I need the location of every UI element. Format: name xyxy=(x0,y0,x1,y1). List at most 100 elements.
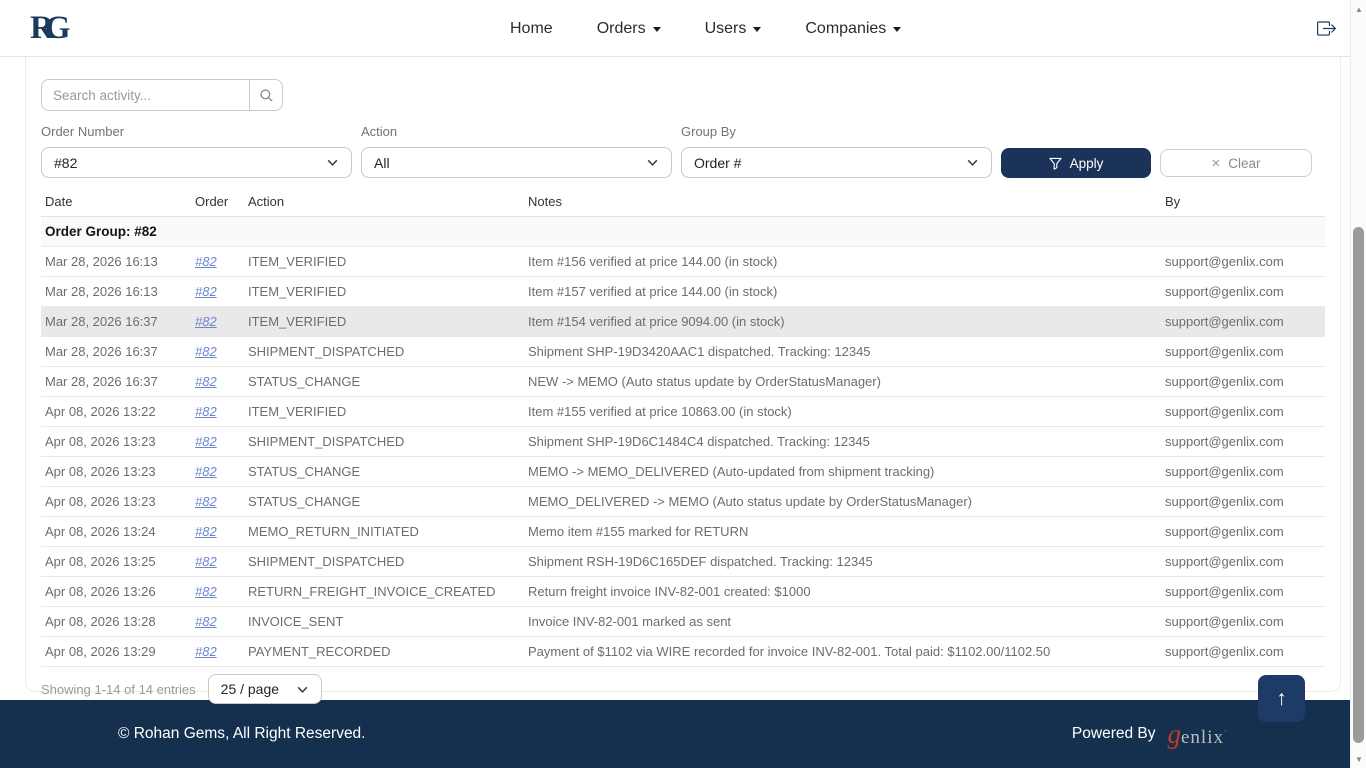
cell-notes: Item #157 verified at price 144.00 (in s… xyxy=(524,276,1161,307)
nav-orders-label: Orders xyxy=(596,19,646,37)
cell-by: support@genlix.com xyxy=(1161,336,1325,367)
cell-date: Mar 28, 2026 16:13 xyxy=(41,246,191,277)
group-by-label: Group By xyxy=(681,124,736,139)
cell-order: #82 xyxy=(191,276,244,307)
arrow-up-icon: ↑ xyxy=(1276,686,1287,710)
table-row[interactable]: Mar 28, 2026 16:37 #82 ITEM_VERIFIED Ite… xyxy=(41,306,1325,337)
order-link[interactable]: #82 xyxy=(195,614,217,629)
pagination-row: Showing 1-14 of 14 entries 25 / page xyxy=(41,674,1325,704)
order-link[interactable]: #82 xyxy=(195,644,217,659)
cell-date: Mar 28, 2026 16:13 xyxy=(41,276,191,307)
cell-notes: Return freight invoice INV-82-001 create… xyxy=(524,576,1161,607)
table-row[interactable]: Apr 08, 2026 13:25 #82 SHIPMENT_DISPATCH… xyxy=(41,546,1325,577)
page-scrollbar: ▲ ▼ xyxy=(1350,0,1366,768)
table-row[interactable]: Apr 08, 2026 13:23 #82 STATUS_CHANGE MEM… xyxy=(41,456,1325,487)
col-order: Order xyxy=(191,187,244,217)
table-row[interactable]: Mar 28, 2026 16:37 #82 STATUS_CHANGE NEW… xyxy=(41,366,1325,397)
genlix-logo-rest: enlix xyxy=(1181,726,1224,748)
order-link[interactable]: #82 xyxy=(195,374,217,389)
order-link[interactable]: #82 xyxy=(195,404,217,419)
cell-order: #82 xyxy=(191,306,244,337)
cell-notes: MEMO_DELIVERED -> MEMO (Auto status upda… xyxy=(524,486,1161,517)
order-link[interactable]: #82 xyxy=(195,554,217,569)
order-link[interactable]: #82 xyxy=(195,254,217,269)
table-row[interactable]: Mar 28, 2026 16:13 #82 ITEM_VERIFIED Ite… xyxy=(41,246,1325,277)
cell-order: #82 xyxy=(191,246,244,277)
order-link[interactable]: #82 xyxy=(195,344,217,359)
cell-action: SHIPMENT_DISPATCHED xyxy=(244,546,524,577)
order-link[interactable]: #82 xyxy=(195,584,217,599)
cell-by: support@genlix.com xyxy=(1161,306,1325,337)
table-row[interactable]: Apr 08, 2026 13:23 #82 STATUS_CHANGE MEM… xyxy=(41,486,1325,517)
nav-users[interactable]: Users xyxy=(705,20,762,38)
cell-action: STATUS_CHANGE xyxy=(244,366,524,397)
table-row[interactable]: Apr 08, 2026 13:26 #82 RETURN_FREIGHT_IN… xyxy=(41,576,1325,607)
order-number-value: #82 xyxy=(54,154,78,171)
order-group-row: Order Group: #82 xyxy=(41,216,1325,247)
cell-action: INVOICE_SENT xyxy=(244,606,524,637)
order-link[interactable]: #82 xyxy=(195,314,217,329)
cell-by: support@genlix.com xyxy=(1161,516,1325,547)
cell-action: RETURN_FREIGHT_INVOICE_CREATED xyxy=(244,576,524,607)
cell-by: support@genlix.com xyxy=(1161,486,1325,517)
cell-by: support@genlix.com xyxy=(1161,396,1325,427)
table-row[interactable]: Apr 08, 2026 13:22 #82 ITEM_VERIFIED Ite… xyxy=(41,396,1325,427)
cell-date: Apr 08, 2026 13:23 xyxy=(41,426,191,457)
action-select[interactable]: All xyxy=(361,147,672,178)
filter-action: Action All xyxy=(361,124,672,178)
brand-logo[interactable]: RG xyxy=(30,9,71,46)
order-link[interactable]: #82 xyxy=(195,284,217,299)
chevron-down-icon xyxy=(893,27,902,32)
order-link[interactable]: #82 xyxy=(195,524,217,539)
activity-log-card: Order Number #82 Action All Group By Ord… xyxy=(25,57,1341,704)
scrollbar-down-arrow[interactable]: ▼ xyxy=(1355,755,1363,764)
filter-row: Order Number #82 Action All Group By Ord… xyxy=(41,124,1325,178)
logo-letter-g: G xyxy=(44,9,71,46)
table-row[interactable]: Mar 28, 2026 16:13 #82 ITEM_VERIFIED Ite… xyxy=(41,276,1325,307)
cell-by: support@genlix.com xyxy=(1161,636,1325,667)
cell-notes: Payment of $1102 via WIRE recorded for i… xyxy=(524,636,1161,667)
brand-footer-link[interactable]: Rohan Gems xyxy=(133,725,226,742)
cell-date: Apr 08, 2026 13:23 xyxy=(41,456,191,487)
scroll-to-top-button[interactable]: ↑ xyxy=(1258,675,1305,722)
table-row[interactable]: Apr 08, 2026 13:28 #82 INVOICE_SENT Invo… xyxy=(41,606,1325,637)
order-link[interactable]: #82 xyxy=(195,464,217,479)
cell-order: #82 xyxy=(191,396,244,427)
cell-action: SHIPMENT_DISPATCHED xyxy=(244,336,524,367)
powered-by-label: Powered By xyxy=(1071,725,1156,742)
scrollbar-up-arrow[interactable]: ▲ xyxy=(1355,5,1363,14)
cell-action: ITEM_VERIFIED xyxy=(244,276,524,307)
table-row[interactable]: Apr 08, 2026 13:29 #82 PAYMENT_RECORDED … xyxy=(41,636,1325,667)
apply-button[interactable]: Apply xyxy=(1001,148,1151,178)
cell-by: support@genlix.com xyxy=(1161,576,1325,607)
order-link[interactable]: #82 xyxy=(195,494,217,509)
clear-button[interactable]: × Clear xyxy=(1160,149,1312,177)
chevron-down-icon xyxy=(647,159,658,167)
cell-by: support@genlix.com xyxy=(1161,456,1325,487)
group-by-select[interactable]: Order # xyxy=(681,147,992,178)
footer: © Rohan Gems, All Right Reserved. Powere… xyxy=(0,700,1366,768)
cell-by: support@genlix.com xyxy=(1161,366,1325,397)
nav-home[interactable]: Home xyxy=(510,20,553,38)
cell-action: STATUS_CHANGE xyxy=(244,486,524,517)
nav-orders[interactable]: Orders xyxy=(597,20,661,38)
chevron-down-icon xyxy=(297,686,308,693)
scrollbar-thumb[interactable] xyxy=(1353,227,1364,743)
order-group-label: Order Group: #82 xyxy=(41,216,1325,247)
cell-order: #82 xyxy=(191,606,244,637)
col-action: Action xyxy=(244,187,524,217)
copyright-prefix: © xyxy=(118,725,134,742)
genlix-logo-mark: ´ xyxy=(1224,728,1227,739)
cell-notes: Memo item #155 marked for RETURN xyxy=(524,516,1161,547)
table-row[interactable]: Mar 28, 2026 16:37 #82 SHIPMENT_DISPATCH… xyxy=(41,336,1325,367)
cell-notes: Item #154 verified at price 9094.00 (in … xyxy=(524,306,1161,337)
order-number-select[interactable]: #82 xyxy=(41,147,352,178)
table-row[interactable]: Apr 08, 2026 13:24 #82 MEMO_RETURN_INITI… xyxy=(41,516,1325,547)
order-link[interactable]: #82 xyxy=(195,434,217,449)
logout-icon[interactable] xyxy=(1317,19,1336,38)
page-size-select[interactable]: 25 / page xyxy=(207,674,322,704)
search-input[interactable] xyxy=(41,79,249,111)
table-row[interactable]: Apr 08, 2026 13:23 #82 SHIPMENT_DISPATCH… xyxy=(41,426,1325,457)
search-button[interactable] xyxy=(249,79,283,111)
nav-companies[interactable]: Companies xyxy=(805,20,902,38)
